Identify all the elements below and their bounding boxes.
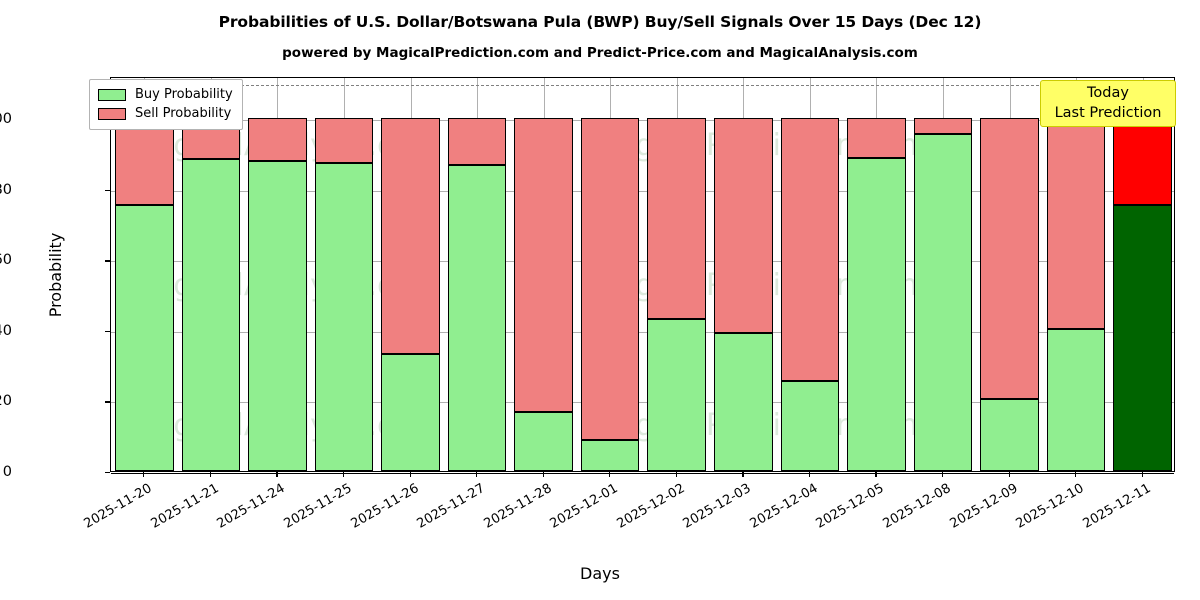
bar-segment-sell[interactable] xyxy=(847,118,906,158)
y-axis-label: Probability xyxy=(45,232,65,317)
bar-segment-buy[interactable] xyxy=(714,333,773,471)
y-tick-label: 20 xyxy=(0,393,12,410)
x-tick-mark xyxy=(209,472,212,477)
x-tick-mark xyxy=(476,472,478,477)
y-tick-label: 80 xyxy=(0,181,12,198)
bar-segment-sell[interactable] xyxy=(714,118,773,334)
bar-segment-sell[interactable] xyxy=(114,118,174,205)
bar-group[interactable] xyxy=(780,76,840,471)
bar-segment-buy[interactable] xyxy=(181,158,241,471)
today-annotation-line2: Last Prediction xyxy=(1054,105,1162,121)
bar-segment-buy[interactable] xyxy=(114,204,174,471)
bar-segment-sell[interactable] xyxy=(248,118,307,162)
x-tick-mark xyxy=(742,472,744,477)
bar-group[interactable] xyxy=(847,76,906,471)
y-tick-label: 0 xyxy=(2,464,12,480)
y-tick-mark xyxy=(105,260,110,262)
x-tick-mark xyxy=(409,472,411,477)
x-tick-mark xyxy=(808,472,811,477)
bar-group[interactable] xyxy=(114,76,174,471)
bar-segment-buy[interactable] xyxy=(1113,204,1172,471)
bar-group[interactable] xyxy=(248,76,307,471)
bar-group[interactable] xyxy=(980,76,1039,471)
bar-segment-sell[interactable] xyxy=(647,118,707,319)
bar-segment-buy[interactable] xyxy=(314,162,374,471)
x-tick-mark xyxy=(875,472,877,477)
y-tick-label: 40 xyxy=(0,322,12,339)
gridline-horizontal xyxy=(111,331,1174,333)
gridline-horizontal xyxy=(111,261,1174,263)
x-tick-mark xyxy=(276,472,278,477)
bar-segment-sell[interactable] xyxy=(1046,118,1106,330)
x-tick-mark xyxy=(1075,472,1077,477)
bar-segment-sell[interactable] xyxy=(1113,118,1172,205)
gridline-horizontal xyxy=(111,120,1174,122)
bar-group[interactable] xyxy=(714,76,773,471)
y-tick-mark xyxy=(105,189,110,192)
bar-group[interactable] xyxy=(447,76,507,471)
legend-swatch-sell xyxy=(98,107,126,120)
bar-segment-sell[interactable] xyxy=(514,118,573,412)
plot-area: MagicalAnalysis.comMagicalPrediction.com… xyxy=(110,76,1175,474)
legend-label-buy: Buy Probability xyxy=(135,87,233,102)
bar-group[interactable] xyxy=(580,76,640,471)
bar-group[interactable] xyxy=(181,76,241,471)
x-tick-mark xyxy=(675,472,677,477)
x-axis-label: Days xyxy=(580,564,620,583)
bar-segment-buy[interactable] xyxy=(514,411,573,471)
bar-group[interactable] xyxy=(1046,76,1106,471)
bar-group[interactable] xyxy=(647,76,707,471)
y-tick-mark xyxy=(105,472,110,474)
chart-legend: Buy Probability Sell Probability xyxy=(89,79,243,130)
bar-group[interactable] xyxy=(913,76,973,471)
bar-segment-sell[interactable] xyxy=(314,118,374,163)
reference-line xyxy=(111,85,1174,87)
gridline-horizontal xyxy=(111,402,1174,404)
bar-segment-buy[interactable] xyxy=(1046,329,1106,471)
bar-segment-sell[interactable] xyxy=(913,118,973,135)
legend-swatch-buy xyxy=(98,88,126,101)
chart-subtitle: powered by MagicalPrediction.com and Pre… xyxy=(282,45,918,61)
bar-segment-buy[interactable] xyxy=(447,164,507,471)
bar-group[interactable] xyxy=(314,76,374,471)
legend-label-sell: Sell Probability xyxy=(135,106,232,121)
chart-title: Probabilities of U.S. Dollar/Botswana Pu… xyxy=(218,13,982,31)
x-tick-mark xyxy=(942,472,944,477)
x-tick-mark xyxy=(1141,472,1143,477)
bar-group[interactable] xyxy=(1113,76,1172,471)
bar-segment-buy[interactable] xyxy=(913,134,973,471)
x-tick-mark xyxy=(609,472,611,477)
bar-segment-buy[interactable] xyxy=(847,157,906,471)
x-tick-mark xyxy=(1008,472,1010,477)
y-tick-label: 100 xyxy=(0,111,12,128)
x-tick-mark xyxy=(542,472,544,477)
bar-segment-buy[interactable] xyxy=(780,381,840,471)
bar-segment-buy[interactable] xyxy=(580,439,640,471)
x-tick-mark xyxy=(342,472,345,477)
legend-item-sell: Sell Probability xyxy=(98,104,233,123)
legend-item-buy: Buy Probability xyxy=(98,85,233,104)
bar-segment-sell[interactable] xyxy=(447,118,507,165)
gridline-horizontal xyxy=(111,190,1174,192)
today-annotation-line1: Today xyxy=(1087,85,1129,101)
y-tick-label: 60 xyxy=(0,252,12,269)
y-axis-label-wrapper: Probability xyxy=(18,77,65,472)
bar-segment-sell[interactable] xyxy=(381,118,440,354)
bar-segment-buy[interactable] xyxy=(248,161,307,471)
y-tick-mark xyxy=(105,401,110,403)
bar-segment-buy[interactable] xyxy=(647,319,707,471)
bar-segment-sell[interactable] xyxy=(780,118,840,382)
x-tick-mark xyxy=(143,472,145,477)
y-tick-mark xyxy=(105,330,110,333)
bar-segment-buy[interactable] xyxy=(980,398,1039,471)
bar-segment-sell[interactable] xyxy=(580,118,640,440)
bar-group[interactable] xyxy=(514,76,573,471)
bar-segment-sell[interactable] xyxy=(980,118,1039,399)
gridline-horizontal xyxy=(111,473,1174,474)
bar-segment-buy[interactable] xyxy=(381,353,440,471)
bar-group[interactable] xyxy=(381,76,440,471)
today-annotation: Today Last Prediction xyxy=(1040,80,1176,127)
